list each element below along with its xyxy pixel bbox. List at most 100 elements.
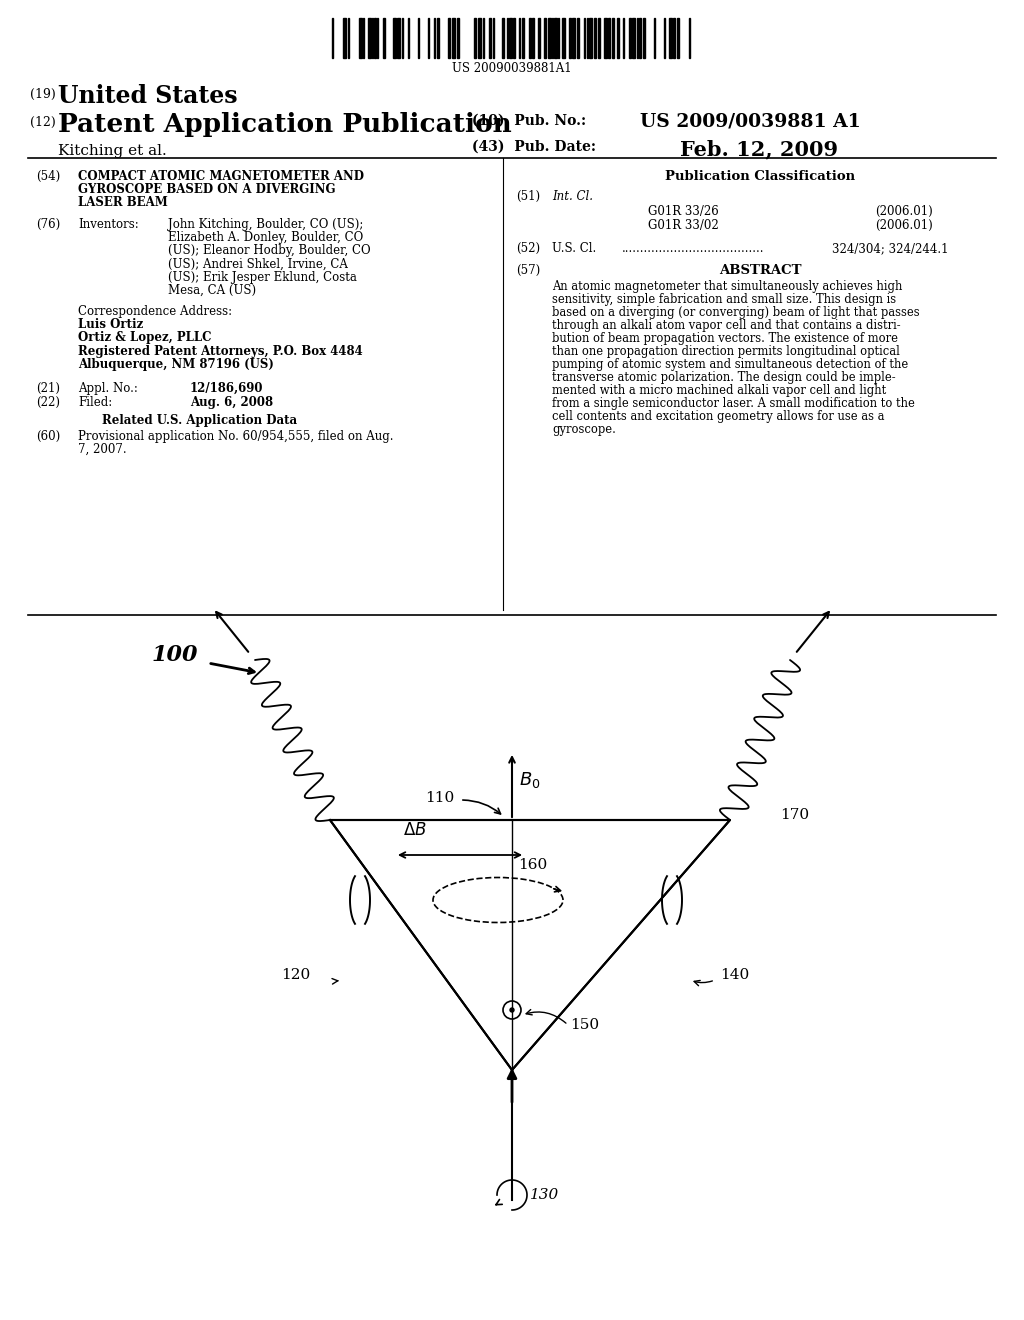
Text: (2006.01): (2006.01) — [874, 205, 933, 218]
Text: 160: 160 — [518, 858, 547, 873]
Text: 130: 130 — [530, 1188, 559, 1203]
Bar — [509, 18, 512, 58]
Text: An atomic magnetometer that simultaneously achieves high: An atomic magnetometer that simultaneous… — [552, 280, 902, 293]
Text: Registered Patent Attorneys, P.O. Box 4484: Registered Patent Attorneys, P.O. Box 44… — [78, 345, 362, 358]
Bar — [632, 18, 635, 58]
Text: transverse atomic polarization. The design could be imple-: transverse atomic polarization. The desi… — [552, 371, 896, 384]
Bar — [502, 18, 504, 58]
Text: US 20090039881A1: US 20090039881A1 — [453, 62, 571, 75]
Text: United States: United States — [58, 84, 238, 108]
Text: Elizabeth A. Donley, Boulder, CO: Elizabeth A. Donley, Boulder, CO — [168, 231, 364, 244]
Text: 170: 170 — [780, 808, 809, 822]
Bar — [522, 18, 524, 58]
Text: ......................................: ...................................... — [622, 242, 765, 255]
Text: 150: 150 — [570, 1018, 599, 1032]
Text: LASER BEAM: LASER BEAM — [78, 197, 168, 210]
Text: 7, 2007.: 7, 2007. — [78, 444, 127, 457]
Text: $\Delta B$: $\Delta B$ — [403, 822, 427, 840]
Bar — [562, 18, 565, 58]
Bar — [554, 18, 557, 58]
Text: Luis Ortiz: Luis Ortiz — [78, 318, 143, 331]
Text: GYROSCOPE BASED ON A DIVERGING: GYROSCOPE BASED ON A DIVERGING — [78, 183, 336, 197]
Bar — [643, 18, 645, 58]
Bar — [374, 18, 376, 58]
Text: gyroscope.: gyroscope. — [552, 422, 615, 436]
Text: based on a diverging (or converging) beam of light that passes: based on a diverging (or converging) bea… — [552, 306, 920, 319]
Text: (10)  Pub. No.:: (10) Pub. No.: — [472, 114, 586, 128]
Bar — [569, 18, 571, 58]
Text: Ortiz & Lopez, PLLC: Ortiz & Lopez, PLLC — [78, 331, 212, 345]
Text: U.S. Cl.: U.S. Cl. — [552, 242, 596, 255]
Bar — [669, 18, 672, 58]
Bar — [532, 18, 534, 58]
Bar — [478, 18, 481, 58]
Text: 100: 100 — [152, 644, 199, 667]
Text: (76): (76) — [36, 218, 60, 231]
Text: cell contents and excitation geometry allows for use as a: cell contents and excitation geometry al… — [552, 411, 885, 422]
Text: (US); Erik Jesper Eklund, Costa: (US); Erik Jesper Eklund, Costa — [168, 271, 357, 284]
Text: (2006.01): (2006.01) — [874, 219, 933, 232]
Bar — [589, 18, 592, 58]
Bar — [677, 18, 679, 58]
Text: than one propagation direction permits longitudinal optical: than one propagation direction permits l… — [552, 345, 900, 358]
Text: 324/304; 324/244.1: 324/304; 324/244.1 — [831, 242, 948, 255]
Text: 110: 110 — [425, 791, 454, 805]
Bar — [529, 18, 531, 58]
Bar — [673, 18, 675, 58]
Bar — [452, 18, 455, 58]
Bar — [629, 18, 631, 58]
Text: John Kitching, Boulder, CO (US);: John Kitching, Boulder, CO (US); — [168, 218, 364, 231]
Bar — [604, 18, 607, 58]
Text: (22): (22) — [36, 396, 60, 409]
Bar — [397, 18, 400, 58]
Bar — [577, 18, 579, 58]
Bar — [612, 18, 614, 58]
Text: Related U.S. Application Data: Related U.S. Application Data — [102, 414, 298, 426]
Bar — [548, 18, 551, 58]
Text: bution of beam propagation vectors. The existence of more: bution of beam propagation vectors. The … — [552, 333, 898, 345]
Text: Inventors:: Inventors: — [78, 218, 138, 231]
Bar — [639, 18, 641, 58]
Text: Appl. No.:: Appl. No.: — [78, 381, 138, 395]
Text: Albuquerque, NM 87196 (US): Albuquerque, NM 87196 (US) — [78, 358, 273, 371]
Text: Aug. 6, 2008: Aug. 6, 2008 — [190, 396, 273, 409]
Text: 140: 140 — [720, 968, 750, 982]
Text: (60): (60) — [36, 430, 60, 444]
Bar — [449, 18, 450, 58]
Text: Int. Cl.: Int. Cl. — [552, 190, 593, 203]
Text: Kitching et al.: Kitching et al. — [58, 144, 167, 158]
Bar — [489, 18, 490, 58]
Bar — [594, 18, 596, 58]
Text: (52): (52) — [516, 242, 540, 255]
Text: (43)  Pub. Date:: (43) Pub. Date: — [472, 140, 596, 154]
Text: pumping of atomic system and simultaneous detection of the: pumping of atomic system and simultaneou… — [552, 358, 908, 371]
Text: from a single semiconductor laser. A small modification to the: from a single semiconductor laser. A sma… — [552, 397, 914, 411]
Bar — [393, 18, 396, 58]
Text: Patent Application Publication: Patent Application Publication — [58, 112, 512, 137]
Text: mented with a micro machined alkali vapor cell and light: mented with a micro machined alkali vapo… — [552, 384, 886, 397]
Text: ABSTRACT: ABSTRACT — [719, 264, 801, 277]
Text: (US); Andrei Shkel, Irvine, CA: (US); Andrei Shkel, Irvine, CA — [168, 257, 348, 271]
Bar — [608, 18, 610, 58]
Text: Mesa, CA (US): Mesa, CA (US) — [168, 284, 256, 297]
Bar — [474, 18, 476, 58]
Bar — [513, 18, 515, 58]
Text: G01R 33/02: G01R 33/02 — [648, 219, 719, 232]
Text: through an alkali atom vapor cell and that contains a distri-: through an alkali atom vapor cell and th… — [552, 319, 901, 333]
Bar — [359, 18, 362, 58]
Text: COMPACT ATOMIC MAGNETOMETER AND: COMPACT ATOMIC MAGNETOMETER AND — [78, 170, 364, 183]
Bar — [368, 18, 371, 58]
Text: US 2009/0039881 A1: US 2009/0039881 A1 — [640, 114, 861, 131]
Bar — [343, 18, 346, 58]
Text: Provisional application No. 60/954,555, filed on Aug.: Provisional application No. 60/954,555, … — [78, 430, 393, 444]
Text: (51): (51) — [516, 190, 540, 203]
Bar — [383, 18, 385, 58]
Bar — [457, 18, 459, 58]
Bar — [572, 18, 575, 58]
Text: (12): (12) — [30, 116, 55, 129]
Text: (57): (57) — [516, 264, 541, 277]
Text: $B_0$: $B_0$ — [519, 770, 541, 789]
Bar — [544, 18, 546, 58]
Text: (21): (21) — [36, 381, 60, 395]
Text: (54): (54) — [36, 170, 60, 183]
